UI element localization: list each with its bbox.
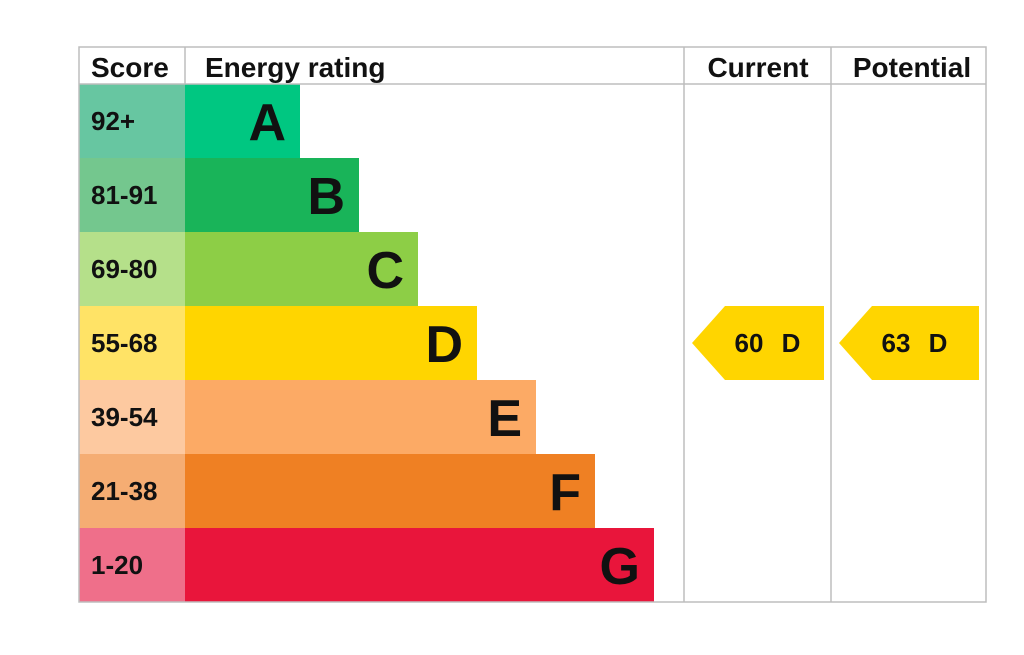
band-d: 55-68 D bbox=[79, 306, 477, 380]
current-tag-arrow bbox=[692, 306, 824, 380]
header-score: Score bbox=[91, 52, 169, 83]
band-range-f: 21-38 bbox=[91, 476, 158, 506]
band-range-c: 69-80 bbox=[91, 254, 158, 284]
potential-tag-arrow bbox=[839, 306, 979, 380]
tags-layer: 60 D 63 D bbox=[692, 306, 979, 380]
band-range-e: 39-54 bbox=[91, 402, 158, 432]
potential-score-letter: D bbox=[929, 328, 948, 358]
band-letter-e: E bbox=[487, 390, 522, 448]
band-g: 1-20 G bbox=[79, 528, 654, 602]
band-f: 21-38 F bbox=[79, 454, 595, 528]
potential-rating-tag: 63 D bbox=[839, 306, 979, 380]
header-current: Current bbox=[707, 52, 808, 83]
band-bar-c bbox=[185, 232, 418, 306]
band-letter-a: A bbox=[248, 94, 286, 152]
band-letter-g: G bbox=[600, 538, 640, 596]
potential-score-value: 63 bbox=[882, 328, 911, 358]
band-bar-e bbox=[185, 380, 536, 454]
score-cell-a bbox=[79, 84, 185, 158]
header-potential: Potential bbox=[853, 52, 971, 83]
header-energy-rating: Energy rating bbox=[205, 52, 385, 83]
band-bar-f bbox=[185, 454, 595, 528]
band-letter-c: C bbox=[366, 242, 404, 300]
table-border bbox=[78, 46, 987, 603]
current-score-value: 60 bbox=[735, 328, 764, 358]
current-score-letter: D bbox=[782, 328, 801, 358]
band-bar-d bbox=[185, 306, 477, 380]
table-header: Score Energy rating Current Potential bbox=[91, 52, 971, 83]
band-a: 92+ A bbox=[79, 84, 300, 158]
bands-layer: 92+ A 81-91 B 69-80 C 55-68 D 39-54 E 21-38 F 1-20 G bbox=[79, 84, 654, 602]
band-bar-a bbox=[185, 84, 300, 158]
score-cell-c bbox=[79, 232, 185, 306]
band-c: 69-80 C bbox=[79, 232, 418, 306]
band-b: 81-91 B bbox=[79, 158, 359, 232]
band-range-g: 1-20 bbox=[91, 550, 143, 580]
score-cell-e bbox=[79, 380, 185, 454]
score-cell-b bbox=[79, 158, 185, 232]
current-rating-tag: 60 D bbox=[692, 306, 824, 380]
table-grid bbox=[78, 46, 987, 603]
band-range-d: 55-68 bbox=[91, 328, 158, 358]
band-letter-f: F bbox=[549, 464, 581, 522]
band-range-a: 92+ bbox=[91, 106, 135, 136]
band-bar-g bbox=[185, 528, 654, 602]
score-cell-g bbox=[79, 528, 185, 602]
band-range-b: 81-91 bbox=[91, 180, 158, 210]
score-cell-f bbox=[79, 454, 185, 528]
score-cell-d bbox=[79, 306, 185, 380]
band-bar-b bbox=[185, 158, 359, 232]
band-letter-d: D bbox=[425, 316, 463, 374]
band-letter-b: B bbox=[307, 168, 345, 226]
band-e: 39-54 E bbox=[79, 380, 536, 454]
